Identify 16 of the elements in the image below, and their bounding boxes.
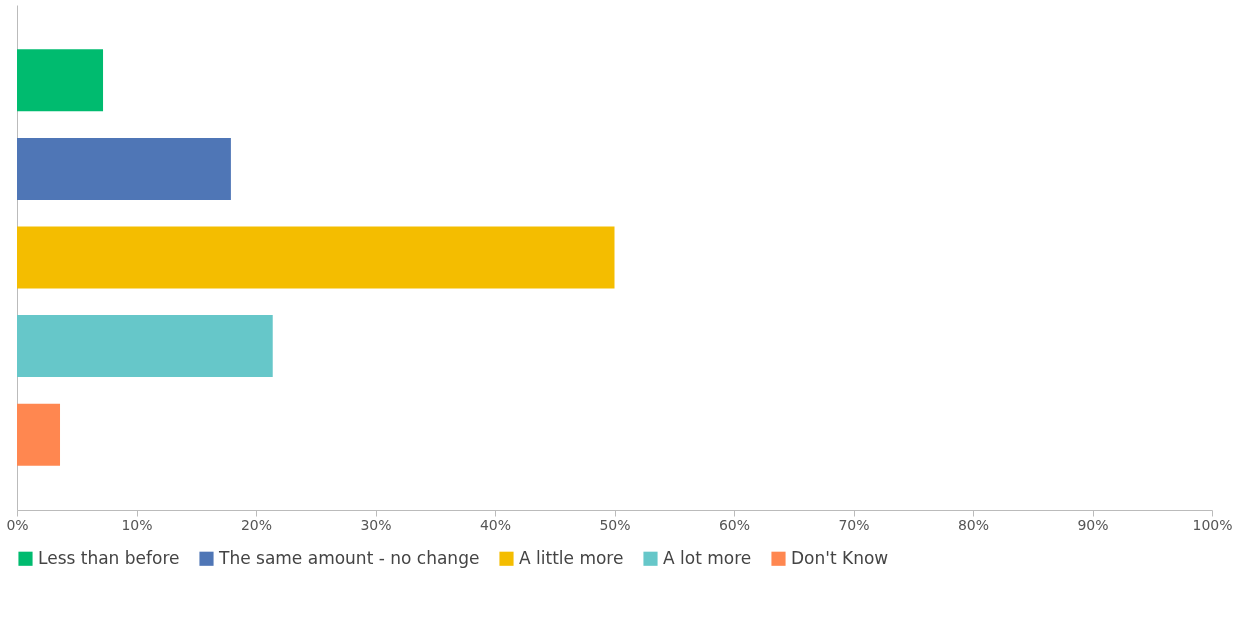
x-tick-label: 90% <box>1077 516 1109 533</box>
x-tick-label: 100% <box>1192 516 1233 533</box>
x-tick-label: 60% <box>718 516 751 533</box>
x-tick-label: 10% <box>121 516 153 533</box>
x-tick-label: 0% <box>6 516 29 533</box>
x-tick-label: 50% <box>599 516 631 533</box>
legend-label: A little more <box>519 547 624 568</box>
x-tick-label: 80% <box>957 516 990 533</box>
legend-label: A lot more <box>663 547 752 568</box>
x-tick-label: 40% <box>479 516 512 533</box>
x-tick-label: 30% <box>360 516 392 533</box>
legend-label: The same amount - no change <box>218 547 480 568</box>
legend-label: Don't Know <box>791 547 889 568</box>
x-tick-label: 70% <box>838 516 870 533</box>
x-tick-label: 20% <box>240 516 273 533</box>
legend-label: Less than before <box>38 547 180 568</box>
